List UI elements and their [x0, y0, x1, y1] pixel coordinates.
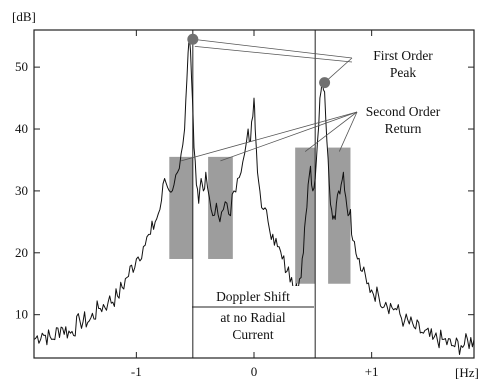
shaded-band: [208, 156, 233, 259]
x-tick-label: 0: [251, 364, 258, 379]
doppler-line1: Doppler Shift: [216, 289, 290, 304]
first-order-pointer: [192, 38, 353, 59]
peak-markers: [187, 33, 331, 89]
annotation-pointers: [180, 38, 358, 162]
y-tick-label: 20: [15, 245, 28, 260]
doppler-line3: Current: [232, 327, 273, 342]
doppler-line2: at no Radial: [220, 310, 285, 325]
y-tick-label: 30: [15, 183, 28, 198]
second-order-line2: Return: [385, 121, 422, 136]
doppler-annotation: Doppler Shift at no Radial Current: [192, 286, 314, 344]
y-unit-label: [dB]: [12, 9, 36, 24]
peak-marker: [319, 77, 331, 89]
spectrum-line: [33, 35, 475, 355]
first-order-line1: First Order: [373, 48, 433, 63]
second-order-pointer: [338, 111, 358, 152]
first-order-annotation: First Order Peak: [373, 48, 433, 80]
doppler-label-background: [194, 286, 312, 344]
peak-marker: [187, 33, 199, 45]
second-order-pointer: [220, 111, 358, 162]
first-order-pointer: [324, 57, 353, 83]
shaded-band: [169, 156, 193, 259]
second-order-annotation: Second Order Return: [366, 104, 441, 136]
second-order-pointer: [304, 111, 358, 152]
y-tick-label: 40: [15, 121, 28, 136]
first-order-line2: Peak: [390, 65, 416, 80]
first-order-pointer: [194, 45, 353, 63]
y-tick-label: 50: [15, 59, 28, 74]
shaded-bands: [169, 147, 351, 284]
second-order-pointer: [180, 111, 358, 162]
x-unit-label: [Hz]: [455, 365, 479, 380]
shaded-band: [328, 147, 351, 284]
second-order-line1: Second Order: [366, 104, 441, 119]
axis-ticks: 10 20 30 40 50 -1 0 +1: [15, 30, 474, 379]
x-tick-label: +1: [365, 364, 379, 379]
reference-lines: [192, 30, 316, 358]
y-tick-label: 10: [15, 307, 28, 322]
shaded-band: [295, 147, 316, 284]
x-tick-label: -1: [131, 364, 142, 379]
